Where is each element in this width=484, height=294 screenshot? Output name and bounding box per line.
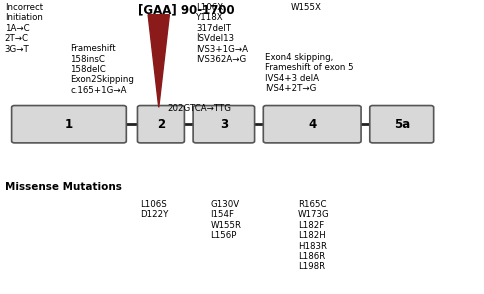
Text: Frameshift
158insC
158delC
Exon2Skipping
c.165+1G→A: Frameshift 158insC 158delC Exon2Skipping… xyxy=(70,44,134,95)
Text: Missense Mutations: Missense Mutations xyxy=(5,182,121,192)
Text: 5a: 5a xyxy=(393,118,410,131)
Text: 2: 2 xyxy=(157,118,165,131)
Text: Exon4 skipping,
Frameshift of exon 5
IVS4+3 delA
IVS4+2T→G: Exon4 skipping, Frameshift of exon 5 IVS… xyxy=(265,53,354,93)
FancyBboxPatch shape xyxy=(193,106,255,143)
Polygon shape xyxy=(148,15,169,107)
Text: 3: 3 xyxy=(220,118,228,131)
FancyBboxPatch shape xyxy=(263,106,361,143)
Text: [GAA] 90-1700: [GAA] 90-1700 xyxy=(138,3,235,16)
Text: 4: 4 xyxy=(308,118,317,131)
Text: L106X
Y118X
317delT
İSVdel13
IVS3+1G→A
IVS362A→G: L106X Y118X 317delT İSVdel13 IVS3+1G→A I… xyxy=(196,3,248,64)
FancyBboxPatch shape xyxy=(12,106,126,143)
Text: 1: 1 xyxy=(65,118,73,131)
Text: G130V
I154F
W155R
L156P: G130V I154F W155R L156P xyxy=(211,200,242,240)
Text: L106S
D122Y: L106S D122Y xyxy=(140,200,169,219)
Text: R165C
W173G
L182F
L182H
H183R
L186R
L198R: R165C W173G L182F L182H H183R L186R L198… xyxy=(298,200,330,271)
FancyBboxPatch shape xyxy=(137,106,184,143)
Text: W155X: W155X xyxy=(290,3,321,12)
FancyBboxPatch shape xyxy=(370,106,434,143)
Text: 202GTCA→TTG: 202GTCA→TTG xyxy=(167,104,231,113)
Text: Incorrect
Initiation
1A→C
2T→C
3G→T: Incorrect Initiation 1A→C 2T→C 3G→T xyxy=(5,3,43,54)
